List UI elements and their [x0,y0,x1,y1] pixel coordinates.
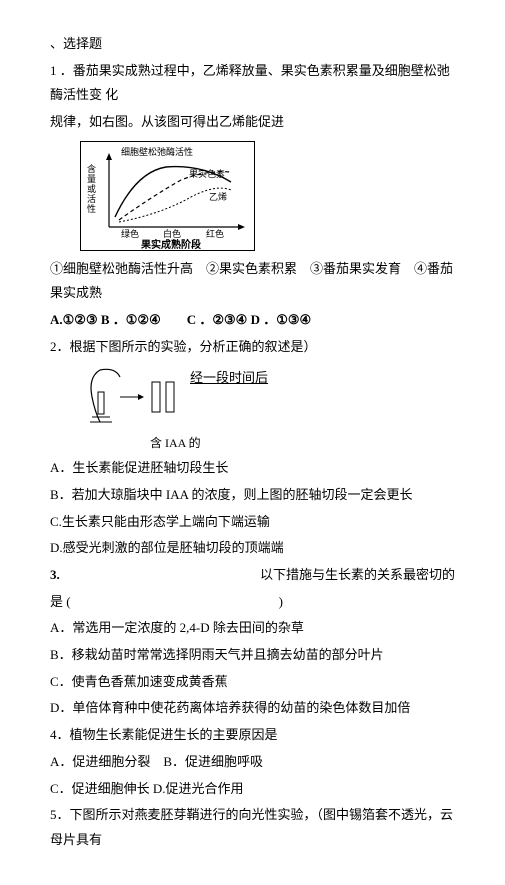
svg-text:量: 量 [87,174,96,184]
q1-figure: 含 量 或 活 性 细胞壁松弛酶活性 果实色素 乙烯 绿色 白色 红色 果实成熟… [80,141,255,251]
q2-opt-d: D.感受光刺激的部位是胚轴切段的顶端端 [50,536,455,561]
q1-stem-line1: 1 ．番茄果实成熟过程中，乙烯释放量、果实色素积累量及细胞壁松弛酶活性变 化 [50,59,455,108]
q3-number: 3. [50,563,60,588]
q2-opt-a: A．生长素能促进胚轴切段生长 [50,456,455,481]
y-label-1: 含 [87,163,96,174]
section-header: 、选择题 [50,32,455,57]
q3-opt-a: A．常选用一定浓度的 2,4-D 除去田间的杂草 [50,616,455,641]
q2-right-label: 经一段时间后 [190,370,268,385]
q3-right-text: 以下措施与生长素的关系最密切的 [260,563,455,588]
q2-diagram-svg [80,362,190,432]
curve-label-mid: 果实色素 [189,168,225,179]
q1-options: A.①②③ B ．①②④ C ．②③④ D ．①③④ [50,308,455,333]
q4-opt-cd: C．促进细胞伸长 D.促进光合作用 [50,777,455,802]
q2-stem: 2．根据下图所示的实验，分析正确的叙述是） [50,335,455,360]
curve-label-top: 细胞壁松弛酶活性 [121,146,193,157]
q1-chart-svg: 含 量 或 活 性 细胞壁松弛酶活性 果实色素 乙烯 绿色 白色 红色 果实成熟… [81,142,254,250]
x-title: 果实成熟阶段 [140,238,201,250]
q2-opt-c: C.生长素只能由形态学上端向下端运输 [50,510,455,535]
svg-text:性: 性 [87,203,96,214]
x-tick-3: 红色 [206,228,224,239]
q5-stem: 5．下图所示对燕麦胚芽鞘进行的向光性实验，（图中锡箔套不透光，云母片具有 [50,803,455,852]
svg-text:活: 活 [87,193,96,204]
q3-opt-c: C．使青色香蕉加速变成黄香蕉 [50,670,455,695]
q3-opt-d: D．单倍体育种中使花药离体培养获得的幼苗的染色体数目加倍 [50,696,455,721]
q4-opt-ab: A．促进细胞分裂 B．促进细胞呼吸 [50,750,455,775]
svg-text:或: 或 [87,183,96,194]
x-tick-1: 绿色 [121,228,139,239]
curve-label-right: 乙烯 [209,191,227,202]
q3-opt-b: B．移栽幼苗时常常选择阴雨天气并且摘去幼苗的部分叶片 [50,643,455,668]
q2-opt-b: B．若加大琼脂块中 IAA 的浓度，则上图的胚轴切段一定会更长 [50,483,455,508]
q1-circled-items: ①细胞壁松弛酶活性升高 ②果实色素积累 ③番茄果实发育 ④番茄果实成熟 [50,257,455,306]
x-tick-2: 白色 [163,228,181,239]
q4-stem: 4．植物生长素能促进生长的主要原因是 [50,723,455,748]
q3-tail: 是 ( ) [50,590,455,615]
q2-below-label: 含 IAA 的 [150,432,455,455]
q1-stem-line2: 规律，如右图。从该图可得出乙烯能促进 [50,110,455,135]
